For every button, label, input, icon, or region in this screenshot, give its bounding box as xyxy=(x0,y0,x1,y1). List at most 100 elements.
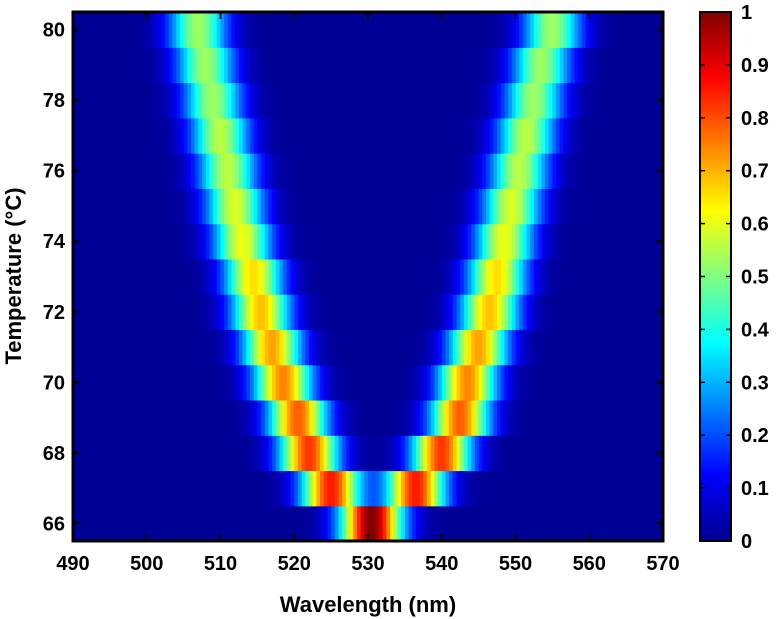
heatmap-cell xyxy=(334,153,340,189)
heatmap-cell xyxy=(626,188,631,225)
heatmap-cell xyxy=(87,12,93,48)
heatmap-cell xyxy=(165,223,170,260)
heatmap-cell xyxy=(176,47,181,84)
heatmap-cell xyxy=(401,505,406,541)
heatmap-cell xyxy=(176,153,181,189)
heatmap-cell xyxy=(379,329,384,366)
heatmap-cell xyxy=(205,364,211,401)
heatmap-cell xyxy=(109,82,115,119)
heatmap-cell xyxy=(382,435,388,472)
heatmap-cell xyxy=(320,470,325,507)
heatmap-cell xyxy=(382,364,388,401)
heatmap-cell xyxy=(456,294,461,330)
heatmap-cell xyxy=(331,505,336,541)
heatmap-cell xyxy=(294,329,299,366)
heatmap-cell xyxy=(294,188,299,225)
heatmap-cell xyxy=(419,82,424,119)
heatmap-cell xyxy=(80,47,85,84)
heatmap-cell xyxy=(275,364,281,401)
heatmap-cell xyxy=(486,258,491,295)
heatmap-cell xyxy=(202,505,207,541)
heatmap-cell xyxy=(349,258,354,295)
heatmap-cell xyxy=(146,470,152,507)
heatmap-cell xyxy=(194,470,199,507)
heatmap-cell xyxy=(390,294,395,330)
heatmap-cell xyxy=(117,294,122,330)
heatmap-cell xyxy=(626,117,631,154)
heatmap-cell xyxy=(95,470,100,507)
heatmap-cell xyxy=(165,470,170,507)
heatmap-cell xyxy=(589,47,594,84)
heatmap-cell xyxy=(102,188,107,225)
heatmap-cell xyxy=(445,364,450,401)
heatmap-cell xyxy=(570,399,576,436)
heatmap-cell xyxy=(109,470,115,507)
heatmap-cell xyxy=(312,188,317,225)
heatmap-cell xyxy=(305,294,310,330)
heatmap-cell xyxy=(338,82,343,119)
heatmap-cell xyxy=(615,82,620,119)
heatmap-cell xyxy=(143,188,148,225)
heatmap-cell xyxy=(334,470,340,507)
heatmap-cell xyxy=(390,399,395,436)
heatmap-cell xyxy=(257,82,262,119)
heatmap-cell xyxy=(651,364,657,401)
heatmap-cell xyxy=(205,47,211,84)
heatmap-cell xyxy=(637,435,642,472)
heatmap-cell xyxy=(423,294,428,330)
heatmap-cell xyxy=(526,505,531,541)
heatmap-cell xyxy=(98,117,104,154)
heatmap-cell xyxy=(570,117,576,154)
heatmap-cell xyxy=(504,223,509,260)
heatmap-cell xyxy=(120,505,126,541)
heatmap-cell xyxy=(209,47,214,84)
heatmap-cell xyxy=(626,364,631,401)
heatmap-cell xyxy=(522,117,528,154)
heatmap-cell xyxy=(250,294,255,330)
heatmap-cell xyxy=(393,435,399,472)
heatmap-cell xyxy=(73,258,78,295)
heatmap-cell xyxy=(183,364,188,401)
heatmap-cell xyxy=(154,117,159,154)
heatmap-cell xyxy=(161,12,166,48)
heatmap-cell xyxy=(117,153,122,189)
heatmap-cell xyxy=(290,470,295,507)
heatmap-cell xyxy=(301,505,306,541)
heatmap-cell xyxy=(445,258,450,295)
heatmap-cell xyxy=(511,364,517,401)
heatmap-cell xyxy=(84,12,89,48)
heatmap-cell xyxy=(500,12,506,48)
heatmap-cell xyxy=(316,188,321,225)
heatmap-cell xyxy=(157,188,163,225)
heatmap-cell xyxy=(349,470,354,507)
heatmap-cell xyxy=(253,223,258,260)
heatmap-cell xyxy=(633,329,638,366)
colorbar-tick-label: 0 xyxy=(741,531,752,553)
heatmap-cell xyxy=(117,329,122,366)
heatmap-cell xyxy=(511,470,517,507)
heatmap-cell xyxy=(312,258,317,295)
heatmap-cell xyxy=(519,470,524,507)
heatmap-cell xyxy=(412,505,417,541)
heatmap-cell xyxy=(474,223,480,260)
heatmap-cell xyxy=(474,329,480,366)
heatmap-cell xyxy=(489,470,494,507)
heatmap-cell xyxy=(102,329,107,366)
heatmap-cell xyxy=(482,329,487,366)
heatmap-cell xyxy=(545,294,550,330)
heatmap-cell xyxy=(618,223,624,260)
heatmap-cell xyxy=(386,188,391,225)
heatmap-cell xyxy=(515,329,520,366)
heatmap-cell xyxy=(390,258,395,295)
heatmap-cell xyxy=(106,505,111,541)
heatmap-cell xyxy=(556,294,561,330)
heatmap-cell xyxy=(205,399,211,436)
heatmap-cell xyxy=(268,188,273,225)
heatmap-cell xyxy=(474,117,480,154)
heatmap-cell xyxy=(349,364,354,401)
heatmap-cell xyxy=(342,12,347,48)
heatmap-cell xyxy=(419,117,424,154)
heatmap-cell xyxy=(386,12,391,48)
heatmap-cell xyxy=(382,470,388,507)
heatmap-cell xyxy=(113,117,118,154)
